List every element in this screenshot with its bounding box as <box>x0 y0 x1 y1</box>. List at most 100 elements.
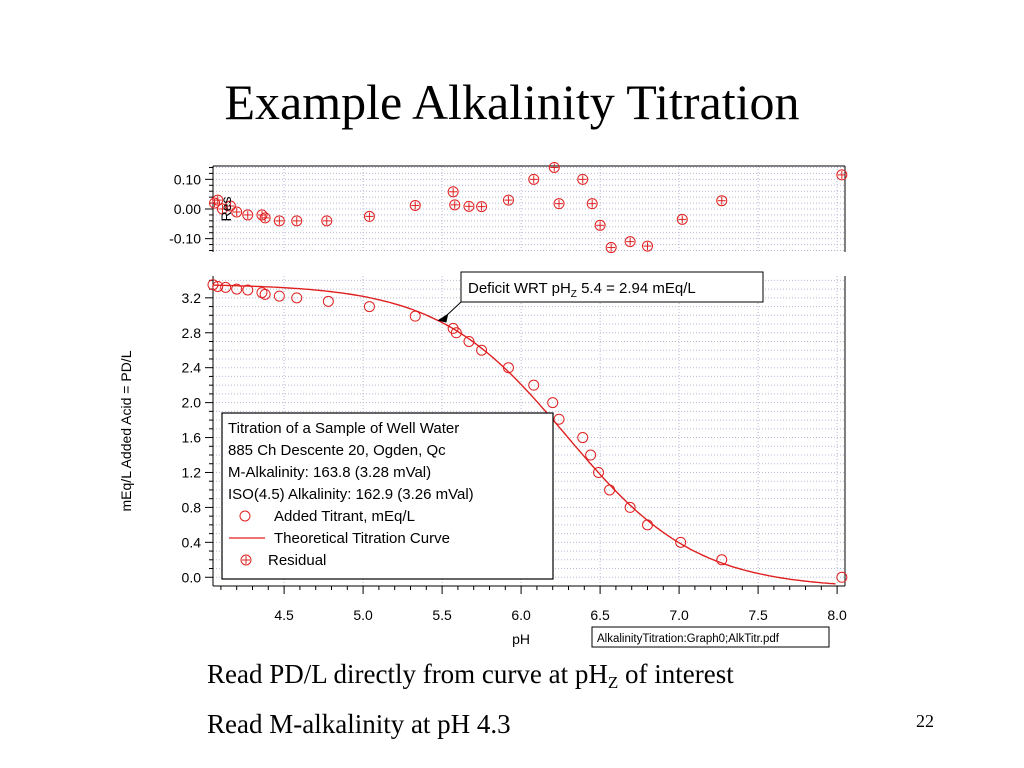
titrant-point <box>675 536 687 548</box>
titrant-point <box>553 413 565 425</box>
main-ytick-label: 0.8 <box>182 499 202 515</box>
titrant-point <box>450 327 462 339</box>
residual-point-circle <box>502 194 514 206</box>
titrant-point <box>291 292 303 304</box>
residual-point-circle <box>216 203 228 215</box>
titrant-point <box>273 290 285 302</box>
bullet-read-pdl-subscript: Z <box>607 673 619 692</box>
residual-point <box>212 194 224 206</box>
residual-point <box>216 203 228 215</box>
legend-residual-marker <box>240 554 252 566</box>
residual-point <box>586 198 598 210</box>
residual-point-circle <box>212 194 224 206</box>
titrant-point <box>604 484 616 496</box>
residual-point <box>449 199 461 211</box>
y-axis-label: mEq/L Added Acid = PD/L <box>118 350 134 511</box>
residual-point-circle <box>836 169 848 181</box>
titrant-point <box>593 466 605 478</box>
bullet-read-pdl-text: Read PD/L directly from curve at pH <box>207 659 608 689</box>
main-ytick-label: 2.8 <box>182 325 202 341</box>
residual-point-circle <box>642 240 653 252</box>
titrant-point <box>624 501 636 513</box>
residual-point-circle <box>676 213 688 225</box>
titrant-point <box>642 519 653 531</box>
residual-point <box>463 200 475 212</box>
residual-point <box>231 206 243 218</box>
main-ytick-label: 1.6 <box>182 430 202 446</box>
residual-point <box>624 236 636 248</box>
xtick-label: 6.5 <box>590 607 610 623</box>
info-box <box>221 412 554 580</box>
residual-point-circle <box>528 173 540 185</box>
titrant-point <box>476 344 488 356</box>
info-box-line: ISO(4.5) Alkalinity: 162.9 (3.26 mVal) <box>228 486 474 503</box>
info-box-line: M-Alkalinity: 163.8 (3.28 mVal) <box>228 464 431 481</box>
residual-point-circle <box>476 201 488 213</box>
titrant-point <box>409 310 421 322</box>
bullet-read-pdl-suffix: of interest <box>618 659 734 689</box>
bullet-read-pdl: Read PD/L directly from curve at pHZ of … <box>207 659 734 693</box>
residual-point <box>363 210 375 222</box>
residual-point-circle <box>209 197 221 209</box>
footer-label-box <box>591 626 830 648</box>
residual-point-circle <box>409 199 421 211</box>
titrant-point <box>207 279 219 291</box>
residual-point-circle <box>242 209 254 221</box>
xtick-label: 4.5 <box>274 607 294 623</box>
res-ytick-label: -0.10 <box>169 231 201 247</box>
legend-titrant-label: Added Titrant, mEq/L <box>274 508 415 525</box>
residual-point-circle <box>259 212 271 224</box>
main-ytick-label: 2.0 <box>182 395 202 411</box>
residual-point <box>476 201 488 213</box>
titrant-point <box>231 283 243 295</box>
residual-point-circle <box>624 236 636 248</box>
res-axis-label: Res <box>218 197 234 222</box>
res-ytick-label: 0.10 <box>174 171 201 187</box>
main-ytick-label: 0.4 <box>182 534 202 550</box>
residual-point <box>716 195 728 207</box>
titrant-point <box>212 280 224 292</box>
residual-point <box>594 219 606 231</box>
residual-point-circle <box>605 242 617 254</box>
residual-point-circle <box>716 195 728 207</box>
residual-point-circle <box>447 186 459 198</box>
xtick-label: 6.0 <box>511 607 531 623</box>
theoretical-curve-line <box>212 284 836 585</box>
footer-label-text: AlkalinityTitration:Graph0;AlkTitr.pdf <box>597 633 780 645</box>
residual-point <box>273 215 285 227</box>
residual-point-circle <box>594 219 606 231</box>
main-ytick-label: 1.2 <box>182 464 202 480</box>
titrant-point <box>547 397 559 409</box>
xtick-label: 5.5 <box>432 607 452 623</box>
residual-point <box>553 198 565 210</box>
titrant-point <box>242 284 254 296</box>
bullet-read-m-alkalinity: Read M-alkalinity at pH 4.3 <box>207 709 511 739</box>
residual-point-circle <box>231 206 243 218</box>
xtick-label: 8.0 <box>827 607 847 623</box>
residual-point <box>224 200 236 212</box>
residual-point <box>676 213 688 225</box>
residual-point-circle <box>548 161 560 173</box>
main-ytick-label: 2.4 <box>182 360 202 376</box>
residual-point-circle <box>363 210 375 222</box>
titrant-point <box>363 301 375 313</box>
titrant-point <box>528 379 540 391</box>
x-axis-label: pH <box>512 631 530 647</box>
residual-point-circle <box>291 215 303 227</box>
titrant-point <box>259 288 271 300</box>
deficit-annotation-text: Deficit WRT pHZ 5.4 = 2.94 mEq/L <box>468 280 696 300</box>
residual-point <box>836 169 848 181</box>
residual-point-circle <box>449 199 461 211</box>
titrant-point <box>502 362 514 374</box>
residual-point-circle <box>273 215 285 227</box>
info-box-line: 885 Ch Descente 20, Ogden, Qc <box>228 442 446 459</box>
residual-point-circle <box>577 173 589 185</box>
titrant-point <box>836 571 848 583</box>
legend-titrant-marker <box>239 510 251 522</box>
residual-point <box>447 186 459 198</box>
deficit-arrow-head <box>437 313 449 323</box>
info-box-line: Titration of a Sample of Well Water <box>228 420 459 437</box>
residual-point-circle <box>463 200 475 212</box>
deficit-annotation-box <box>460 271 764 303</box>
